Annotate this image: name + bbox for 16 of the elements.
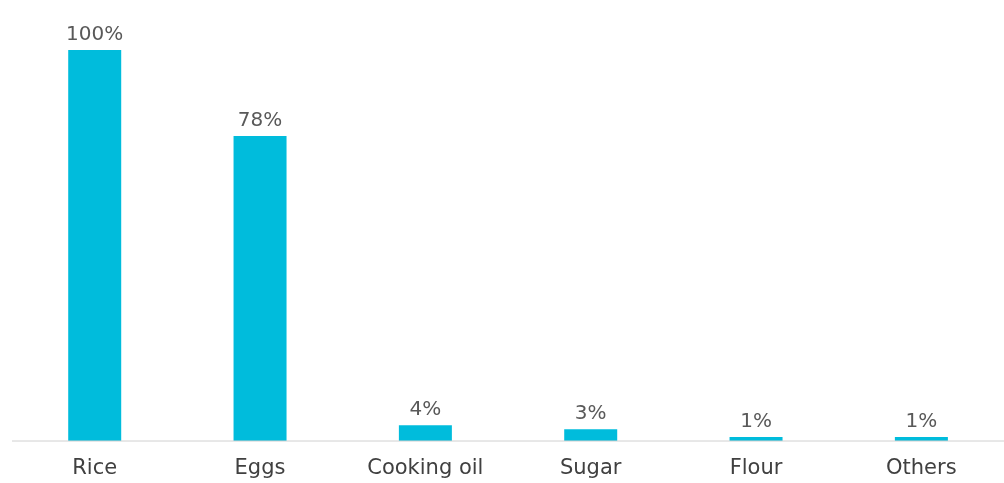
data-label: 4% [409, 396, 442, 421]
x-tick-label: Flour [729, 454, 783, 479]
x-tick-label: Rice [72, 454, 118, 479]
x-tick-label: Sugar [559, 454, 622, 479]
bar [68, 50, 122, 441]
data-label: 100% [66, 21, 124, 45]
data-label: 1% [740, 408, 772, 433]
x-tick-label: Others [886, 454, 957, 479]
data-label: 3% [574, 400, 607, 425]
bar [233, 136, 287, 441]
x-tick-label: Eggs [234, 454, 286, 479]
x-tick-label: Cooking oil [367, 454, 484, 479]
data-label: 78% [237, 107, 283, 132]
bar [398, 425, 452, 441]
data-label: 1% [905, 408, 938, 433]
bar [564, 429, 618, 441]
